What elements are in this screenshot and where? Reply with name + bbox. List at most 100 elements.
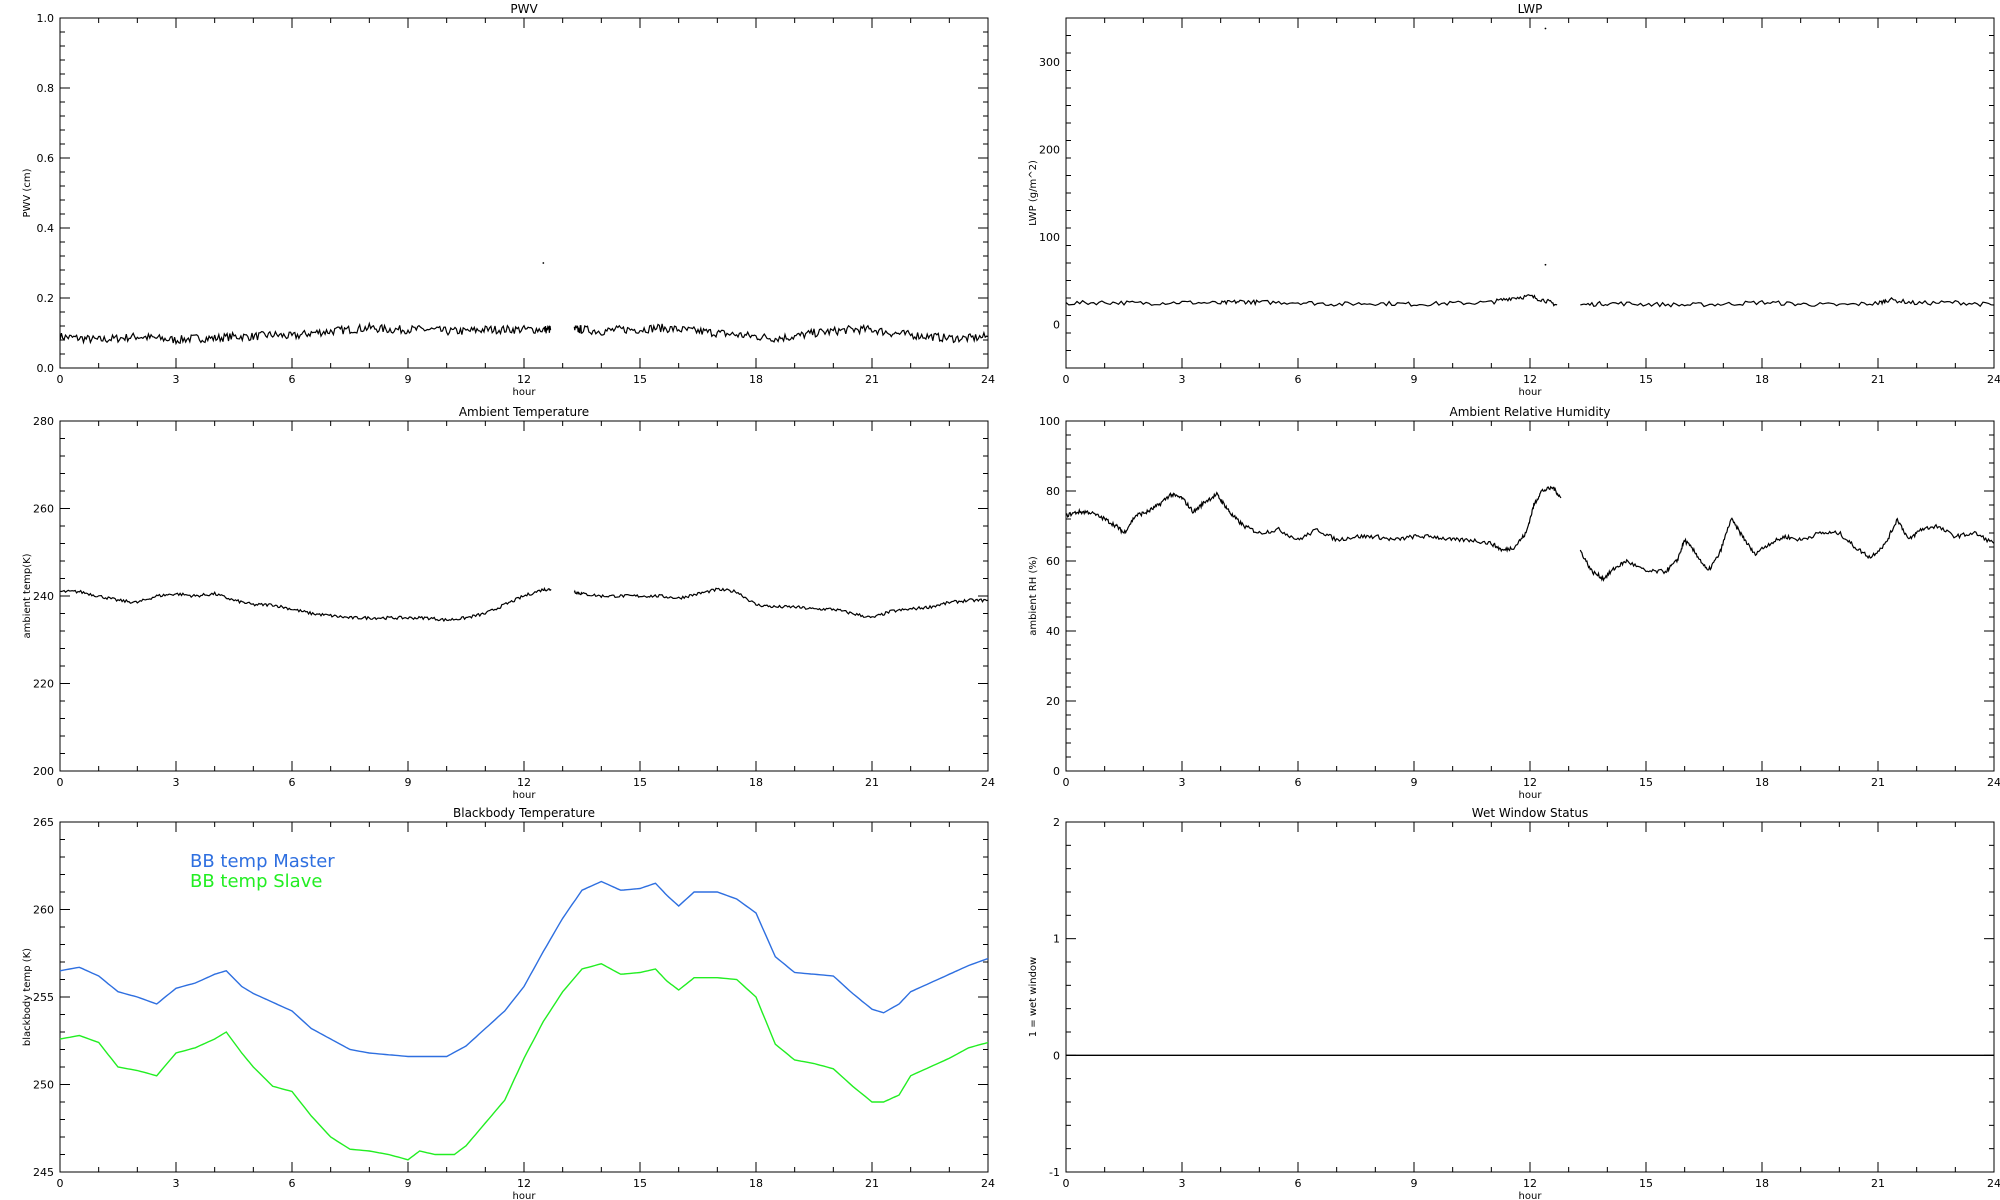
x-tick-label: 24 (1987, 1177, 2000, 1190)
y-tick-label: 0 (1053, 765, 1060, 778)
x-tick-label: 3 (1179, 776, 1186, 789)
x-tick-label: 15 (1639, 1177, 1653, 1190)
x-tick-label: 3 (173, 373, 180, 386)
panel-pwv: PWV 0 3 6 9 12 15 18 21 24 hour 0.0 0.2 0.4 0.6 0.8 1.0 P… (22, 2, 995, 398)
x-axis-label: hour (1519, 790, 1543, 801)
x-tick-label: 21 (1871, 373, 1885, 386)
x-tick-label: 24 (981, 373, 995, 386)
series-line-ambient-temp-0-seg0 (59, 586, 552, 623)
y-tick-label: 80 (1046, 485, 1060, 498)
panel-blackbody-temp: Blackbody Temperature 0 3 6 9 12 15 18 21 24 hour 2… (22, 806, 995, 1200)
y-tick-label: -1 (1049, 1166, 1060, 1179)
x-tick-label: 3 (173, 776, 180, 789)
y-tick-label: 1 (1053, 933, 1060, 946)
x-tick-label: 9 (405, 373, 412, 386)
x-tick-label: 21 (865, 1177, 879, 1190)
y-tick-label: 200 (33, 765, 54, 778)
x-axis-label: hour (513, 387, 537, 398)
x-tick-label: 21 (865, 373, 879, 386)
x-tick-label: 15 (633, 373, 647, 386)
y-axis-label: 1 = wet window (1028, 957, 1039, 1037)
y-axis-label: PWV (cm) (22, 168, 33, 217)
panel-ambient-rh: Ambient Relative Humidity 0 3 6 9 12 15 18 21 24 h… (1028, 405, 2000, 801)
x-tick-label: 24 (981, 1177, 995, 1190)
y-tick-label: 255 (33, 991, 54, 1004)
x-tick-label: 24 (981, 776, 995, 789)
y-tick-label: 0 (1053, 318, 1060, 331)
y-tick-label: 0.8 (37, 82, 55, 95)
x-tick-label: 0 (1063, 776, 1070, 789)
panel-lwp: LWP 0 3 6 9 12 15 18 21 24 hour 0 100 200 300 LWP (g/m^… (1028, 2, 2000, 398)
y-tick-label: 100 (1039, 415, 1060, 428)
x-axis-label: hour (513, 1191, 537, 1200)
x-tick-label: 3 (1179, 1177, 1186, 1190)
outlier-point (1544, 263, 1547, 266)
plot-frame (1065, 821, 1995, 1173)
x-tick-label: 15 (633, 1177, 647, 1190)
y-tick-label: 60 (1046, 555, 1060, 568)
x-tick-label: 21 (1871, 776, 1885, 789)
chart-title: Blackbody Temperature (453, 806, 595, 820)
series-line-blackbody-temp-bb-temp-master-seg0 (59, 880, 989, 1058)
y-tick-label: 200 (1039, 143, 1060, 156)
x-tick-label: 6 (289, 373, 296, 386)
x-tick-label: 3 (173, 1177, 180, 1190)
x-tick-label: 6 (1295, 373, 1302, 386)
x-tick-label: 6 (289, 1177, 296, 1190)
panel-ambient-temp: Ambient Temperature 0 3 6 9 12 15 18 21 24 hour 200… (22, 405, 995, 801)
y-tick-label: 260 (33, 904, 54, 917)
y-tick-label: 0 (1053, 1049, 1060, 1062)
x-tick-label: 9 (405, 776, 412, 789)
y-tick-label: 20 (1046, 695, 1060, 708)
x-tick-label: 6 (1295, 776, 1302, 789)
x-tick-label: 6 (289, 776, 296, 789)
x-tick-label: 9 (405, 1177, 412, 1190)
y-tick-label: 1.0 (37, 12, 55, 25)
x-tick-label: 12 (517, 1177, 531, 1190)
x-tick-label: 18 (749, 373, 763, 386)
x-tick-label: 3 (1179, 373, 1186, 386)
chart-title: LWP (1518, 2, 1543, 16)
y-tick-label: 245 (33, 1166, 54, 1179)
chart-title: Ambient Temperature (459, 405, 589, 419)
plot-frame (1065, 420, 1995, 772)
chart-title: Ambient Relative Humidity (1450, 405, 1611, 419)
y-tick-label: 0.6 (37, 152, 55, 165)
x-tick-label: 21 (1871, 1177, 1885, 1190)
series-line-ambient-rh-0-seg0 (1065, 485, 1562, 553)
x-axis-label: hour (1519, 1191, 1543, 1200)
x-tick-label: 12 (517, 373, 531, 386)
x-tick-label: 0 (1063, 373, 1070, 386)
series-line-lwp-0-seg0 (1065, 294, 1558, 307)
y-axis-label: ambient RH (%) (1028, 556, 1039, 636)
x-tick-label: 12 (1523, 1177, 1537, 1190)
x-tick-label: 6 (1295, 1177, 1302, 1190)
x-tick-label: 24 (1987, 776, 2000, 789)
x-axis-label: hour (513, 790, 537, 801)
y-axis-label: ambient temp(K) (22, 553, 33, 638)
x-tick-label: 18 (1755, 1177, 1769, 1190)
x-tick-label: 9 (1411, 776, 1418, 789)
y-tick-label: 0.0 (37, 362, 55, 375)
y-tick-label: 0.2 (37, 292, 55, 305)
x-tick-label: 18 (749, 776, 763, 789)
x-axis-label: hour (1519, 387, 1543, 398)
x-tick-label: 9 (1411, 1177, 1418, 1190)
x-tick-label: 18 (1755, 373, 1769, 386)
x-tick-label: 9 (1411, 373, 1418, 386)
plot-frame (1065, 17, 1995, 369)
x-tick-label: 24 (1987, 373, 2000, 386)
x-tick-label: 0 (1063, 1177, 1070, 1190)
y-axis-label: LWP (g/m^2) (1028, 160, 1039, 226)
x-tick-label: 21 (865, 776, 879, 789)
y-tick-label: 265 (33, 816, 54, 829)
x-tick-label: 0 (57, 776, 64, 789)
x-tick-label: 15 (1639, 373, 1653, 386)
x-tick-label: 18 (749, 1177, 763, 1190)
legend-entry: BB temp Master (190, 851, 335, 872)
y-tick-label: 250 (33, 1079, 54, 1092)
series-line-lwp-0-seg1 (1580, 297, 1995, 308)
x-tick-label: 0 (57, 1177, 64, 1190)
